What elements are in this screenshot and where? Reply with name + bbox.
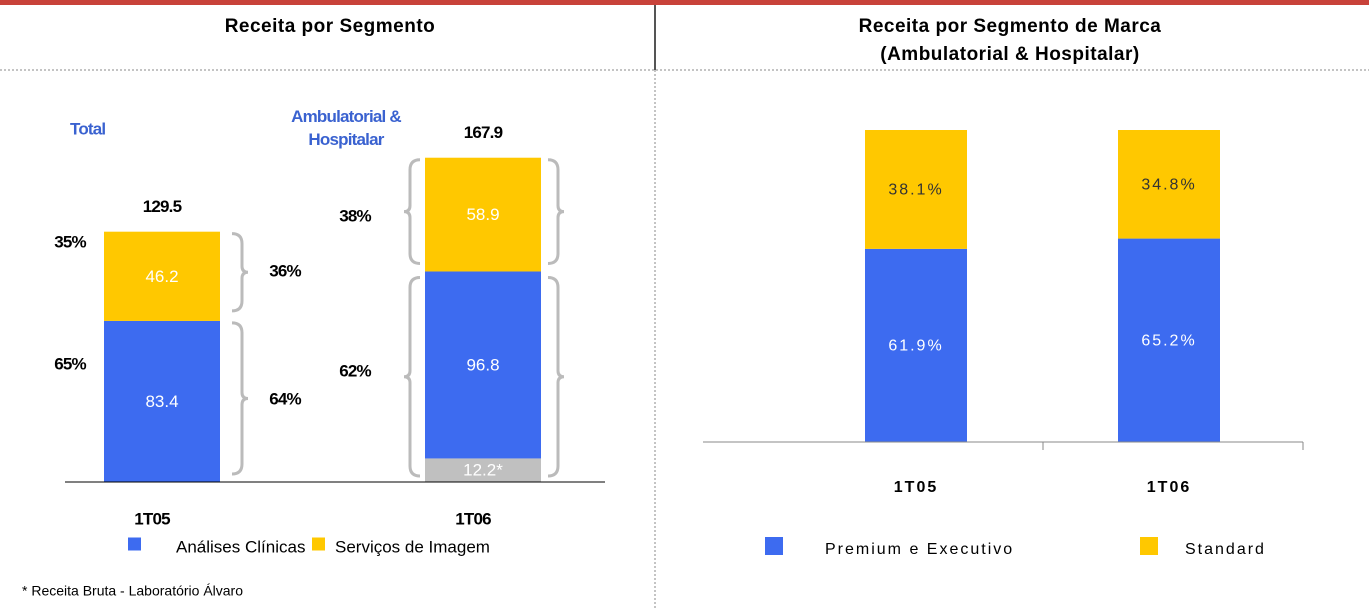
value-label: 46.2 bbox=[145, 267, 178, 286]
bar-segment bbox=[865, 248, 967, 442]
value-label: 61.9% bbox=[888, 338, 943, 355]
chart-title: Receita por Segmento de Marca (Ambulatori… bbox=[859, 16, 1162, 65]
bar-segment bbox=[104, 231, 220, 321]
value-label: 83.4 bbox=[145, 392, 178, 411]
total-label: 129.5 bbox=[143, 197, 182, 216]
bar-segment bbox=[425, 271, 541, 459]
legend-label: Premium e Executivo bbox=[825, 541, 1014, 558]
value-label: 65.2% bbox=[1141, 333, 1196, 350]
share-label: 62% bbox=[339, 361, 371, 380]
legend-swatch bbox=[128, 537, 141, 551]
brace bbox=[403, 158, 421, 265]
bar-segment bbox=[104, 320, 220, 482]
group-label: Ambulatorial & Hospitalar bbox=[291, 107, 401, 149]
x-tick-label: 1T05 bbox=[134, 509, 170, 528]
brace bbox=[547, 158, 565, 265]
x-tick-label: 1T06 bbox=[1147, 479, 1191, 496]
bar-segment bbox=[1118, 130, 1220, 239]
brace bbox=[231, 232, 249, 313]
value-label: 58.9 bbox=[466, 205, 499, 224]
x-tick-label: 1T05 bbox=[894, 479, 938, 496]
value-label: 34.8% bbox=[1141, 177, 1196, 194]
brace bbox=[403, 275, 421, 478]
brace bbox=[231, 321, 249, 476]
bar-segment bbox=[1118, 238, 1220, 442]
chart-title: Receita por Segmento bbox=[225, 16, 436, 37]
legend-label: Análises Clínicas bbox=[176, 537, 305, 556]
legend-swatch bbox=[312, 537, 325, 551]
bar-segment bbox=[425, 458, 541, 482]
share-label: 36% bbox=[269, 261, 301, 280]
legend-swatch bbox=[765, 537, 783, 555]
brace bbox=[547, 275, 565, 478]
value-label: 96.8 bbox=[466, 355, 499, 374]
x-tick-label: 1T06 bbox=[455, 509, 491, 528]
group-label: Total bbox=[70, 119, 105, 138]
top-bar bbox=[0, 0, 1369, 5]
footnote: * Receita Bruta - Laboratório Álvaro bbox=[22, 583, 243, 599]
legend-swatch bbox=[1140, 537, 1158, 555]
bar-segment bbox=[425, 157, 541, 272]
value-label: 12.2* bbox=[463, 461, 503, 480]
share-label: 64% bbox=[269, 389, 301, 408]
value-label: 38.1% bbox=[888, 182, 943, 199]
legend-label: Serviços de Imagem bbox=[335, 537, 490, 556]
share-label: 38% bbox=[339, 206, 371, 225]
share-label: 65% bbox=[54, 354, 86, 373]
legend-label: Standard bbox=[1185, 541, 1266, 558]
share-label: 35% bbox=[54, 232, 86, 251]
total-label: 167.9 bbox=[464, 123, 503, 142]
bar-segment bbox=[865, 130, 967, 249]
